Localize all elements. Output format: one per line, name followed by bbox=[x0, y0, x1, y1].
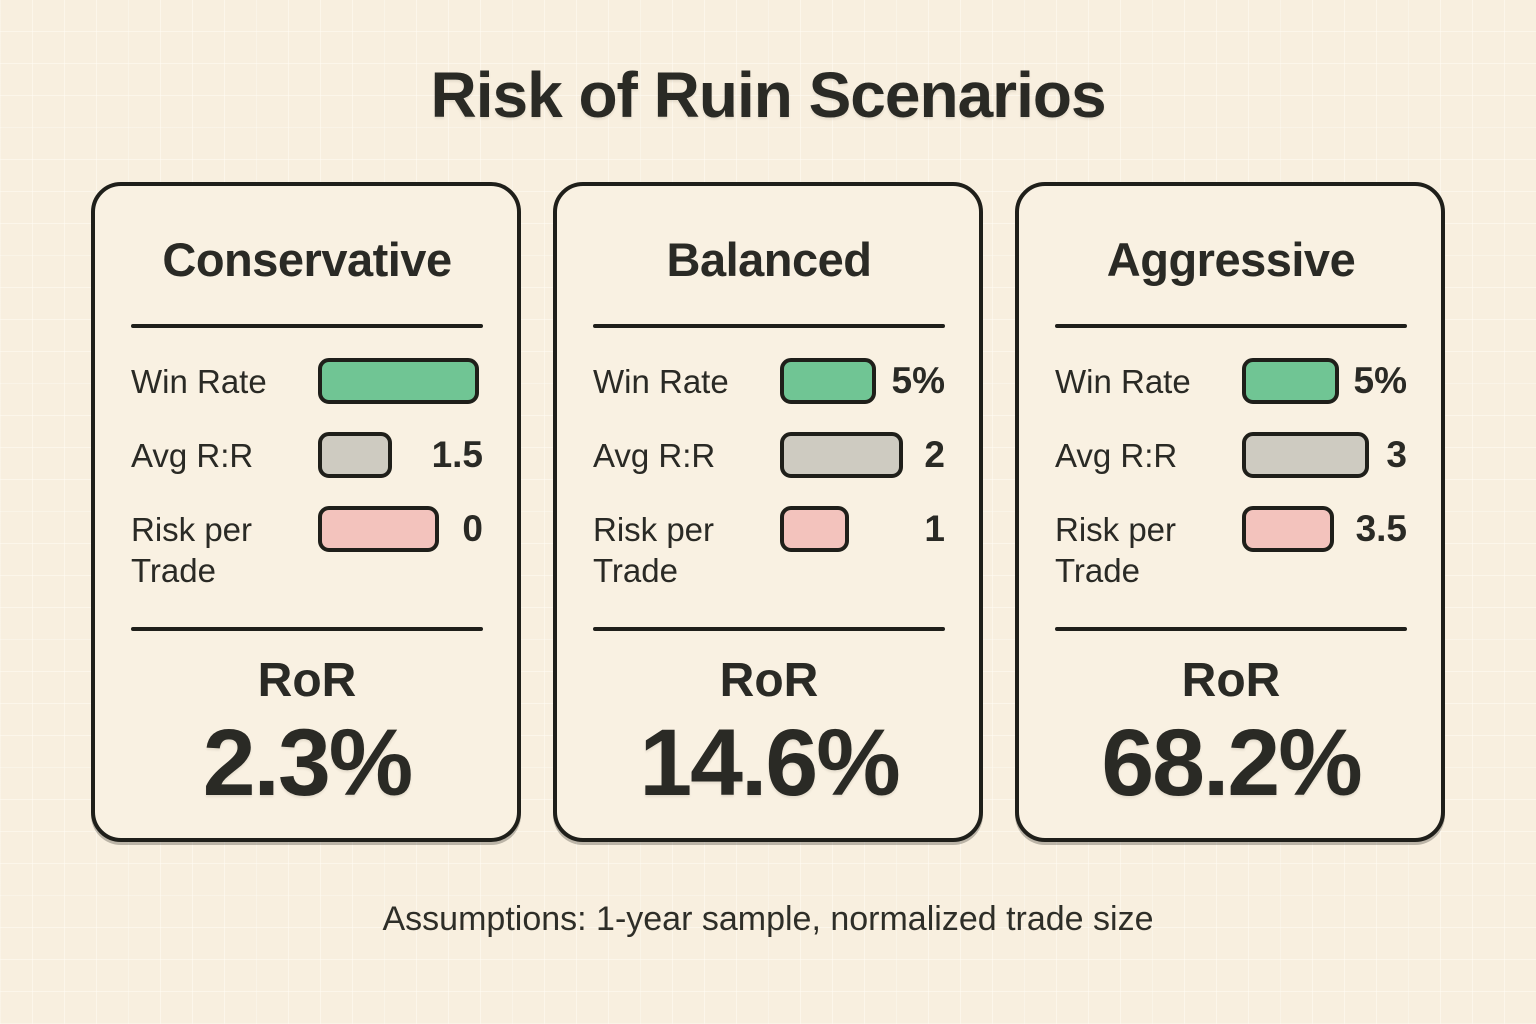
assumptions-note: Assumptions: 1-year sample, normalized t… bbox=[382, 900, 1154, 938]
metric-value: 3.5 bbox=[1355, 508, 1407, 549]
metric-bar-track bbox=[1242, 432, 1378, 478]
metric-label: Avg R:R bbox=[1055, 437, 1178, 474]
metric-value: 5% bbox=[1353, 360, 1407, 401]
metric-label: Win Rate bbox=[593, 363, 729, 400]
risk-per-trade-bar bbox=[780, 506, 849, 552]
metric-value: 1.5 bbox=[431, 434, 483, 475]
metric-value: 3 bbox=[1386, 434, 1407, 475]
ror-value: 14.6% bbox=[639, 710, 900, 816]
win-rate-bar bbox=[780, 358, 876, 404]
metric-row-risk-per-trade: Risk per Trade 3.5 bbox=[1055, 506, 1407, 591]
metric-value: 5% bbox=[891, 360, 945, 401]
scenario-card-conservative: Conservative Win Rate Avg R:R 1.5 Risk p… bbox=[91, 182, 521, 842]
metric-bar-track bbox=[318, 506, 454, 552]
metric-value: 0 bbox=[462, 508, 483, 549]
ror-value: 2.3% bbox=[202, 710, 414, 816]
ror-value: 68.2% bbox=[1101, 710, 1362, 816]
card-divider-top bbox=[593, 324, 945, 328]
metric-row-avg-rr: Avg R:R 1.5 bbox=[131, 432, 483, 478]
metric-row-win-rate: Win Rate bbox=[131, 358, 483, 404]
avg-rr-bar bbox=[318, 432, 392, 478]
card-divider-top bbox=[1055, 324, 1407, 328]
metric-label: Win Rate bbox=[131, 363, 267, 400]
scenario-cards-row: Conservative Win Rate Avg R:R 1.5 Risk p… bbox=[0, 182, 1536, 842]
metric-bar-track bbox=[1242, 358, 1346, 404]
metric-row-win-rate: Win Rate 5% bbox=[1055, 358, 1407, 404]
card-title: Balanced bbox=[666, 233, 872, 286]
ror-label: RoR bbox=[257, 654, 357, 707]
metric-label: Avg R:R bbox=[131, 437, 254, 474]
metric-row-win-rate: Win Rate 5% bbox=[593, 358, 945, 404]
metric-row-avg-rr: Avg R:R 3 bbox=[1055, 432, 1407, 478]
metric-label: Avg R:R bbox=[593, 437, 716, 474]
metric-value: 2 bbox=[924, 434, 945, 475]
card-divider-top bbox=[131, 324, 483, 328]
ror-label: RoR bbox=[1181, 654, 1281, 707]
metric-rows: Win Rate Avg R:R 1.5 Risk per Trade 0 bbox=[131, 358, 483, 591]
metric-rows: Win Rate 5% Avg R:R 3 Risk per Trade 3.5 bbox=[1055, 358, 1407, 591]
metric-bar-track bbox=[780, 506, 916, 552]
scenario-card-balanced: Balanced Win Rate 5% Avg R:R 2 Risk per … bbox=[553, 182, 983, 842]
metric-rows: Win Rate 5% Avg R:R 2 Risk per Trade 1 bbox=[593, 358, 945, 591]
metric-row-risk-per-trade: Risk per Trade 1 bbox=[593, 506, 945, 591]
card-title: Aggressive bbox=[1106, 233, 1356, 286]
metric-bar-track bbox=[318, 358, 479, 404]
metric-bar-track bbox=[780, 358, 884, 404]
metric-label: Risk per Trade bbox=[593, 511, 715, 589]
metric-bar-track bbox=[318, 432, 424, 478]
card-divider-bottom bbox=[131, 627, 483, 631]
metric-label: Win Rate bbox=[1055, 363, 1191, 400]
card-title: Conservative bbox=[162, 233, 452, 286]
win-rate-bar bbox=[1242, 358, 1339, 404]
metric-bar-track bbox=[780, 432, 916, 478]
card-divider-bottom bbox=[1055, 627, 1407, 631]
card-divider-bottom bbox=[593, 627, 945, 631]
metric-label: Risk per Trade bbox=[131, 511, 253, 589]
risk-per-trade-bar bbox=[318, 506, 439, 552]
avg-rr-bar bbox=[780, 432, 903, 478]
win-rate-bar bbox=[318, 358, 479, 404]
risk-per-trade-bar bbox=[1242, 506, 1334, 552]
page-title: Risk of Ruin Scenarios bbox=[430, 59, 1106, 131]
metric-value: 1 bbox=[924, 508, 945, 549]
metric-row-avg-rr: Avg R:R 2 bbox=[593, 432, 945, 478]
metric-row-risk-per-trade: Risk per Trade 0 bbox=[131, 506, 483, 591]
avg-rr-bar bbox=[1242, 432, 1369, 478]
ror-label: RoR bbox=[719, 654, 819, 707]
metric-label: Risk per Trade bbox=[1055, 511, 1177, 589]
metric-bar-track bbox=[1242, 506, 1348, 552]
scenario-card-aggressive: Aggressive Win Rate 5% Avg R:R 3 Risk pe… bbox=[1015, 182, 1445, 842]
